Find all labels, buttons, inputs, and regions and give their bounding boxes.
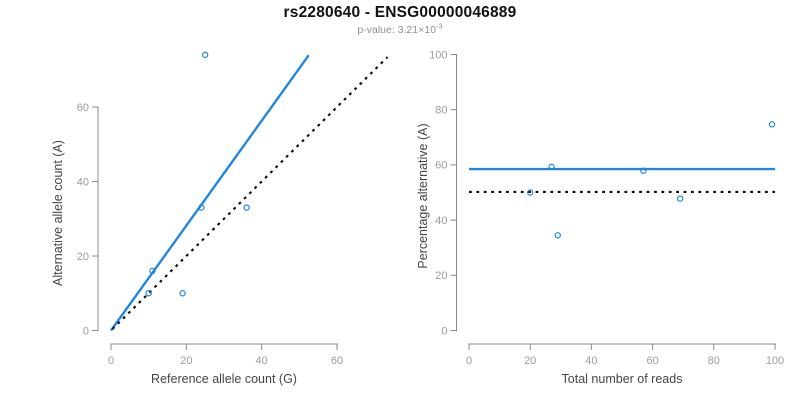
- y-tick-label: 60: [435, 160, 447, 172]
- x-tick-label: 20: [180, 355, 192, 367]
- data-point: [243, 204, 250, 211]
- y-tick-label: 100: [429, 49, 447, 61]
- x-axis-title: Reference allele count (G): [151, 372, 297, 386]
- y-tick-label: 0: [441, 325, 447, 337]
- y-tick-label: 40: [77, 176, 89, 188]
- y-tick-label: 60: [77, 102, 89, 114]
- data-point: [548, 163, 555, 171]
- y-tick-label: 80: [435, 105, 447, 117]
- p-value-text: p-value: 3.21×10: [357, 24, 436, 36]
- x-axis-title: Total number of reads: [562, 372, 683, 386]
- data-point: [768, 121, 776, 128]
- x-tick-label: 0: [108, 355, 114, 367]
- x-tick-label: 40: [585, 355, 597, 367]
- data-point: [554, 232, 561, 239]
- plot-allele-counts: 0 20 40 60 0 20 40 60 Reference allele count (G)…: [51, 51, 389, 386]
- p-value-exponent: -3: [435, 21, 443, 31]
- identity-line: [111, 56, 389, 330]
- y-axis-title: Percentage alternative (A): [416, 123, 430, 268]
- x-tick-label: 20: [524, 355, 536, 367]
- x-tick-label: 0: [466, 355, 472, 367]
- data-point: [198, 204, 205, 211]
- y-tick-label: 0: [83, 325, 89, 337]
- fit-line: [110, 54, 310, 332]
- x-tick-label: 60: [646, 355, 658, 367]
- data-point: [676, 195, 684, 202]
- x-tick-label: 40: [256, 355, 268, 367]
- data-point: [527, 189, 534, 196]
- y-tick-label: 20: [435, 270, 447, 282]
- data-point: [145, 290, 152, 297]
- y-axis-title: Alternative allele count (A): [51, 140, 65, 286]
- x-tick-label: 80: [708, 355, 720, 367]
- x-tick-label: 100: [766, 355, 784, 367]
- data-point: [640, 167, 647, 174]
- x-tick-label: 60: [331, 355, 343, 367]
- data-point: [179, 290, 186, 297]
- plot-percentage-alternative: 0 20 40 60 80 100 0 20 40 60 80 100 Total number of …: [416, 49, 784, 386]
- chart-title: rs2280640 - ENSG00000046889: [283, 4, 517, 21]
- data-point: [201, 51, 209, 59]
- chart-subtitle: p-value: 3.21×10-3: [0, 21, 800, 36]
- y-tick-label: 20: [77, 251, 89, 263]
- y-tick-label: 40: [435, 215, 447, 227]
- data-point: [149, 267, 156, 275]
